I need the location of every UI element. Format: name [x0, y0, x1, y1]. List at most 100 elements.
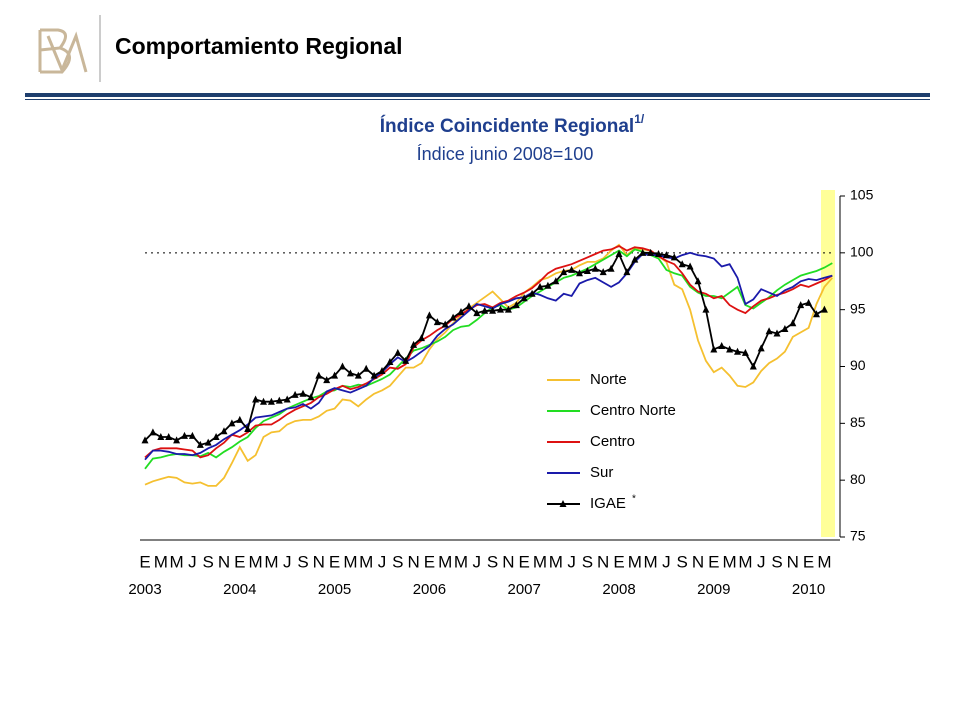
series-marker	[236, 415, 244, 423]
series-marker	[260, 397, 267, 405]
series-line	[144, 248, 833, 470]
series-marker	[813, 310, 820, 318]
y-tick-label: 95	[850, 300, 866, 316]
series-marker	[449, 313, 457, 321]
chart-title-text: Índice Coincidente Regional	[380, 115, 634, 137]
series-marker	[228, 419, 236, 427]
series-marker	[560, 268, 568, 276]
series-marker	[781, 324, 789, 332]
series-marker	[528, 289, 536, 297]
series-marker	[734, 347, 741, 355]
header-rule-thin	[25, 99, 930, 100]
y-tick-label: 80	[850, 471, 866, 487]
x-tick-label: N	[787, 552, 799, 571]
y-tick-label: 105	[850, 187, 874, 203]
x-tick-label: M	[533, 552, 547, 571]
series-marker	[576, 269, 583, 277]
series-marker	[354, 371, 362, 379]
series-marker	[820, 305, 828, 313]
x-tick-label: N	[597, 552, 609, 571]
series-marker	[749, 362, 757, 370]
series-marker	[291, 390, 299, 398]
x-tick-label: M	[817, 552, 831, 571]
series-marker	[433, 318, 441, 326]
series-marker	[544, 281, 552, 289]
x-tick-label: M	[723, 552, 737, 571]
series-marker	[489, 306, 497, 314]
series-marker	[710, 345, 718, 353]
legend-note: *	[632, 494, 636, 505]
x-tick-label: M	[264, 552, 278, 571]
year-label: 2005	[318, 581, 351, 598]
year-label: 2006	[413, 581, 446, 598]
series-line	[144, 244, 833, 459]
legend-marker	[559, 500, 567, 507]
series-marker	[204, 438, 212, 446]
legend-label: Norte	[590, 371, 627, 388]
x-tick-label: M	[438, 552, 452, 571]
series-marker	[678, 260, 686, 268]
series-marker	[591, 264, 599, 272]
y-tick-label: 85	[850, 414, 866, 430]
series-marker	[157, 432, 165, 440]
series-marker	[346, 369, 354, 377]
series-marker	[552, 277, 560, 285]
series-line	[144, 251, 833, 461]
series-marker	[615, 249, 623, 257]
x-tick-label: J	[757, 552, 766, 571]
series-marker	[497, 305, 504, 313]
series-marker	[410, 340, 418, 348]
series-marker	[402, 356, 410, 364]
logo	[38, 28, 88, 74]
series-marker	[568, 265, 576, 273]
series-marker	[520, 294, 528, 302]
series-marker	[283, 395, 291, 403]
series-marker	[362, 364, 370, 372]
series-marker	[275, 396, 283, 404]
x-tick-label: N	[692, 552, 704, 571]
series-marker	[465, 302, 473, 310]
series-marker	[504, 305, 512, 313]
series-marker	[473, 309, 481, 317]
series-marker	[394, 348, 402, 356]
legend-label: Sur	[590, 464, 613, 481]
legend-label: IGAE	[590, 495, 626, 512]
header-title: Comportamiento Regional	[115, 33, 403, 59]
x-tick-label: M	[454, 552, 468, 571]
x-tick-label: M	[154, 552, 168, 571]
series-marker	[599, 268, 607, 276]
chart-title-superscript: 1/	[634, 112, 645, 126]
series-marker	[765, 327, 773, 335]
series-marker	[220, 427, 228, 435]
x-tick-label: J	[473, 552, 482, 571]
series-marker	[315, 371, 323, 379]
series-marker	[623, 268, 631, 276]
year-label: 2003	[128, 581, 161, 598]
series-marker	[331, 371, 339, 379]
series-marker	[797, 301, 805, 309]
series-marker	[188, 431, 196, 439]
x-tick-label: S	[582, 552, 593, 571]
series-marker	[757, 344, 765, 352]
x-tick-label: J	[188, 552, 197, 571]
series-marker	[512, 301, 520, 309]
x-tick-label: E	[139, 552, 150, 571]
year-label: 2007	[508, 581, 541, 598]
series-marker	[686, 262, 694, 270]
chart-subtitle: Índice junio 2008=100	[417, 144, 594, 164]
series-marker	[181, 431, 188, 439]
series-marker	[741, 348, 749, 356]
x-tick-label: M	[343, 552, 357, 571]
series-marker	[165, 432, 173, 440]
legend-label: Centro Norte	[590, 402, 676, 419]
series-marker	[718, 342, 726, 350]
year-label: 2008	[602, 581, 635, 598]
x-tick-label: E	[708, 552, 719, 571]
x-tick-label: S	[203, 552, 214, 571]
series-marker	[536, 282, 544, 290]
year-label: 2010	[792, 581, 825, 598]
series-marker	[639, 248, 647, 256]
x-tick-label: M	[628, 552, 642, 571]
series-marker	[212, 432, 220, 440]
series-marker	[631, 255, 639, 263]
